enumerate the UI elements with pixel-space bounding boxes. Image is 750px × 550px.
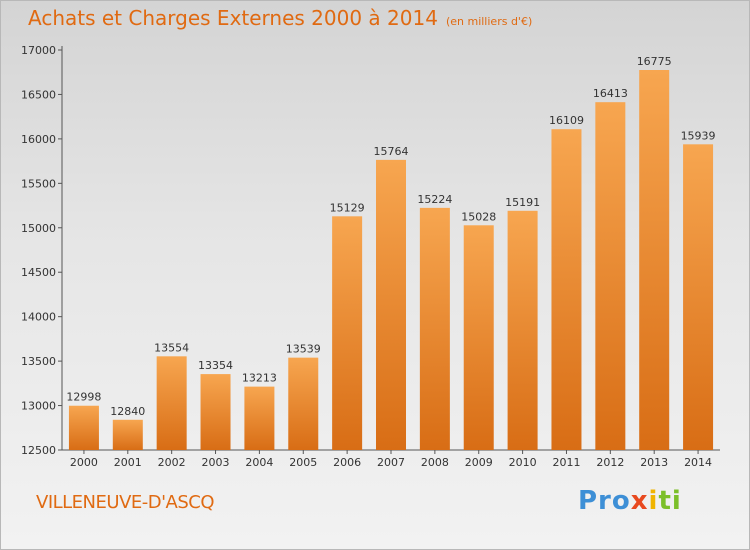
x-tick-label: 2010 <box>509 456 537 469</box>
y-tick-label: 16500 <box>21 88 56 101</box>
x-tick-label: 2000 <box>70 456 98 469</box>
x-tick-label: 2002 <box>158 456 186 469</box>
bar-2003 <box>200 374 231 450</box>
data-label-2010: 15191 <box>505 196 540 209</box>
x-tick-label: 2011 <box>552 456 580 469</box>
data-label-2005: 13539 <box>286 343 321 356</box>
x-tick-label: 2009 <box>465 456 493 469</box>
x-tick-label: 2003 <box>202 456 230 469</box>
x-tick-label: 2005 <box>289 456 317 469</box>
y-tick-label: 16000 <box>21 133 56 146</box>
y-tick-label: 15500 <box>21 177 56 190</box>
y-tick-label: 15000 <box>21 222 56 235</box>
y-tick-label: 14500 <box>21 266 56 279</box>
x-tick-label: 2012 <box>596 456 624 469</box>
y-tick-label: 13500 <box>21 355 56 368</box>
proxiti-logo: Proxiti <box>578 486 682 516</box>
bar-2002 <box>156 356 187 450</box>
data-label-2008: 15224 <box>417 193 452 206</box>
bar-2004 <box>244 386 275 450</box>
bar-2000 <box>68 405 99 450</box>
bar-2010 <box>507 210 538 450</box>
data-label-2001: 12840 <box>110 405 145 418</box>
data-label-2013: 16775 <box>637 55 672 68</box>
x-tick-label: 2008 <box>421 456 449 469</box>
data-label-2009: 15028 <box>461 210 496 223</box>
data-label-2014: 15939 <box>681 129 716 142</box>
x-tick-label: 2014 <box>684 456 712 469</box>
data-label-2000: 12998 <box>66 391 101 404</box>
data-label-2006: 15129 <box>330 201 365 214</box>
bar-2013 <box>639 70 670 450</box>
data-label-2011: 16109 <box>549 114 584 127</box>
bar-2008 <box>419 207 450 450</box>
bar-2006 <box>332 216 363 450</box>
city-name: VILLENEUVE-D'ASCQ <box>36 492 215 513</box>
x-tick-label: 2004 <box>245 456 273 469</box>
chart-title: Achats et Charges Externes 2000 à 2014 (e… <box>28 6 532 30</box>
y-tick-label: 14000 <box>21 311 56 324</box>
chart-bars <box>68 70 714 451</box>
y-tick-label: 12500 <box>21 444 56 457</box>
data-label-2007: 15764 <box>374 145 409 158</box>
bar-2014 <box>683 144 714 451</box>
data-label-2012: 16413 <box>593 87 628 100</box>
x-tick-label: 2001 <box>114 456 142 469</box>
y-tick-label: 13000 <box>21 400 56 413</box>
bar-2005 <box>288 357 319 450</box>
data-label-2002: 13554 <box>154 341 189 354</box>
x-tick-label: 2007 <box>377 456 405 469</box>
bar-2009 <box>463 225 494 450</box>
x-tick-label: 2013 <box>640 456 668 469</box>
chart-unit: (en milliers d'€) <box>445 15 533 28</box>
y-tick-label: 17000 <box>21 44 56 57</box>
data-label-2004: 13213 <box>242 372 277 385</box>
chart-title-text: Achats et Charges Externes 2000 à 2014 <box>28 6 438 30</box>
chart-labels: 2000 12998 2001 12840 2002 13554 2003 13354 2004… <box>66 55 715 469</box>
bar-2012 <box>595 102 626 450</box>
bar-2007 <box>376 159 406 450</box>
bar-2011 <box>551 129 582 450</box>
data-label-2003: 13354 <box>198 359 233 372</box>
bar-2001 <box>112 419 143 450</box>
x-tick-label: 2006 <box>333 456 361 469</box>
